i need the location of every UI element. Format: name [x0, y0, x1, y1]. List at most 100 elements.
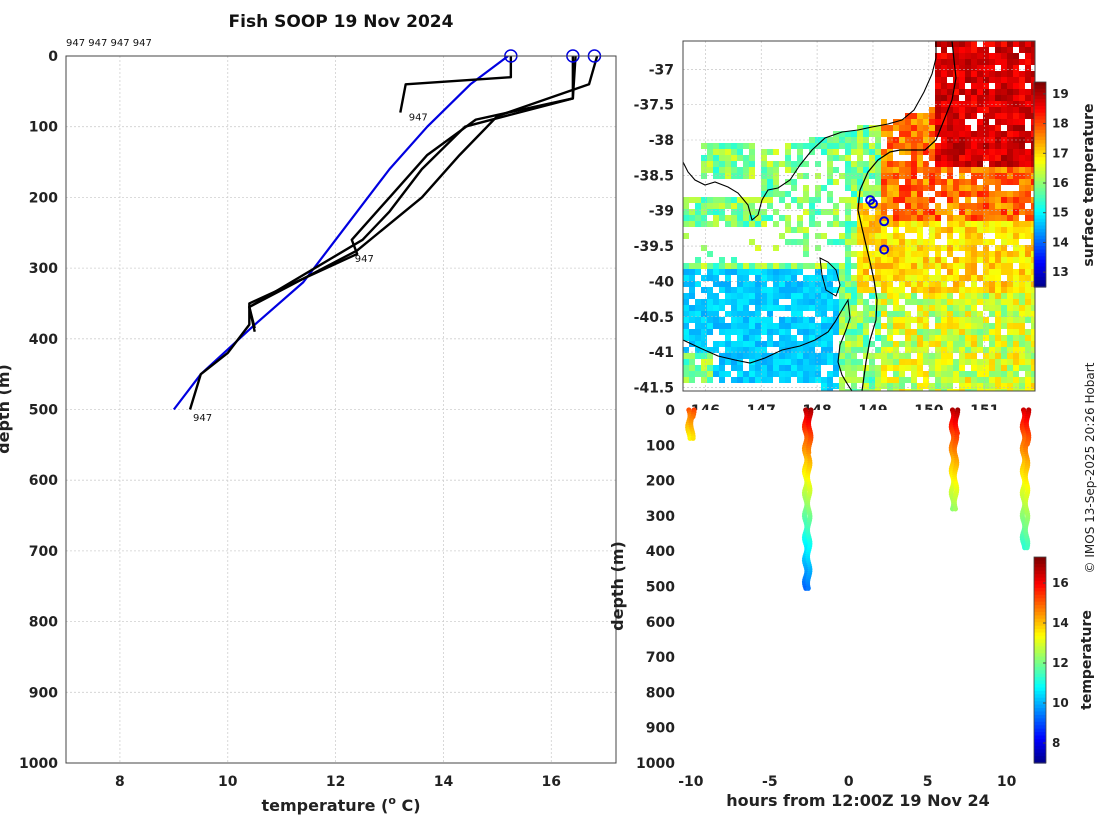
sst-cell: [821, 275, 827, 281]
sst-cell: [731, 323, 737, 329]
sst-cell: [947, 137, 953, 143]
sst-cell: [959, 167, 965, 173]
sst-cell: [761, 347, 767, 353]
sst-cell: [965, 89, 971, 95]
sst-cell: [917, 257, 923, 263]
sst-cell: [815, 293, 821, 299]
sst-cell: [965, 47, 971, 53]
sst-cell: [905, 377, 911, 383]
sst-cell: [1001, 287, 1007, 293]
sst-cell: [779, 353, 785, 359]
sst-cell: [953, 269, 959, 275]
sst-cell: [1031, 95, 1035, 101]
sst-cell: [773, 221, 779, 227]
sst-cell: [911, 239, 917, 245]
sst-cell: [977, 47, 983, 53]
sst-cell: [725, 371, 731, 377]
sst-cell: [719, 197, 725, 203]
sst-cell: [683, 371, 689, 377]
sst-cell: [815, 287, 821, 293]
sst-cell: [917, 113, 923, 119]
map-lat-tick-label: -41: [649, 345, 674, 361]
sst-cell: [785, 335, 791, 341]
sst-cell: [947, 245, 953, 251]
sst-cell: [1013, 299, 1019, 305]
sst-cell: [683, 269, 689, 275]
sst-cell: [743, 335, 749, 341]
sst-cell: [989, 77, 995, 83]
sst-cell: [923, 143, 929, 149]
sst-cell: [905, 341, 911, 347]
sst-cell: [995, 233, 1001, 239]
sst-cell: [881, 221, 887, 227]
sst-cell: [899, 143, 905, 149]
xbt-profile-line: [248, 56, 599, 329]
sst-cell: [1019, 299, 1025, 305]
sst-cell: [1025, 155, 1031, 161]
sst-cell: [725, 323, 731, 329]
sst-cell: [1001, 71, 1007, 77]
sst-cell: [683, 365, 689, 371]
sst-cell: [767, 275, 773, 281]
map-colorbar-segment: [1034, 256, 1046, 261]
sst-cell: [899, 257, 905, 263]
sst-cell: [785, 287, 791, 293]
sst-cell: [971, 47, 977, 53]
sst-cell: [947, 227, 953, 233]
sst-cell: [839, 323, 845, 329]
sst-cell: [791, 323, 797, 329]
sst-cell: [929, 239, 935, 245]
sst-cell: [863, 389, 869, 391]
sst-cell: [995, 383, 1001, 389]
sst-cell: [965, 227, 971, 233]
sst-cell: [785, 359, 791, 365]
sst-cell: [1007, 161, 1013, 167]
sst-cell: [725, 347, 731, 353]
sst-cell: [875, 365, 881, 371]
sst-cell: [851, 329, 857, 335]
sst-cell: [917, 299, 923, 305]
sst-cell: [725, 221, 731, 227]
sst-cell: [953, 263, 959, 269]
sst-cell: [713, 197, 719, 203]
sst-cell: [785, 191, 791, 197]
sst-cell: [1007, 47, 1013, 53]
sst-cell: [701, 167, 707, 173]
sst-cell: [965, 59, 971, 65]
sst-cell: [959, 329, 965, 335]
sst-cell: [959, 137, 965, 143]
sst-cell: [905, 161, 911, 167]
sst-cell: [791, 365, 797, 371]
sst-cell: [1001, 239, 1007, 245]
sst-cell: [929, 107, 935, 113]
sst-cell: [749, 161, 755, 167]
sst-cell: [881, 191, 887, 197]
sst-cell: [965, 209, 971, 215]
sst-cell: [929, 155, 935, 161]
sst-cell: [887, 197, 893, 203]
sst-cell: [887, 239, 893, 245]
sst-cell: [881, 323, 887, 329]
sst-cell: [935, 167, 941, 173]
time-colorbar-segment: [1034, 581, 1046, 586]
sst-cell: [1019, 389, 1025, 391]
sst-cell: [953, 179, 959, 185]
sst-cell: [989, 383, 995, 389]
sst-cell: [977, 107, 983, 113]
sst-cell: [743, 317, 749, 323]
sst-cell: [869, 191, 875, 197]
sst-cell: [899, 311, 905, 317]
sst-cell: [995, 161, 1001, 167]
sst-cell: [977, 359, 983, 365]
sst-cell: [869, 389, 875, 391]
sst-cell: [851, 143, 857, 149]
sst-cell: [845, 287, 851, 293]
sst-cell: [881, 167, 887, 173]
sst-cell: [803, 143, 809, 149]
sst-cell: [869, 353, 875, 359]
sst-cell: [989, 101, 995, 107]
sst-cell: [731, 197, 737, 203]
sst-cell: [971, 317, 977, 323]
sst-cell: [797, 155, 803, 161]
sst-cell: [905, 191, 911, 197]
